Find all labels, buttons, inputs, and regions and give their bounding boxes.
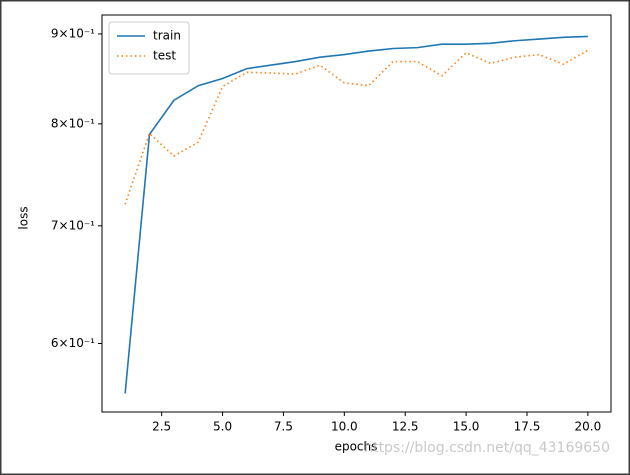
x-tick-label: 20.0 bbox=[575, 420, 602, 434]
y-tick-label: 6×10⁻¹ bbox=[51, 336, 95, 350]
x-tick-label: 10.0 bbox=[331, 420, 358, 434]
y-tick-label: 8×10⁻¹ bbox=[51, 116, 95, 130]
x-tick-label: 17.5 bbox=[514, 420, 541, 434]
y-tick-label: 7×10⁻¹ bbox=[51, 218, 95, 232]
line bbox=[124, 35, 588, 394]
legend-label: test bbox=[153, 49, 176, 63]
legend bbox=[108, 21, 190, 75]
x-tick-label: 2.5 bbox=[152, 420, 171, 434]
y-axis-label: loss bbox=[17, 206, 31, 229]
x-axis-label: epochs bbox=[335, 440, 378, 454]
y-tick-label: 9×10⁻¹ bbox=[51, 26, 95, 40]
line bbox=[124, 49, 589, 205]
x-tick-label: 12.5 bbox=[392, 420, 419, 434]
axes-frame bbox=[101, 14, 612, 413]
legend-label: train bbox=[153, 29, 181, 43]
x-tick-label: 7.5 bbox=[274, 420, 293, 434]
watermark: https://blog.csdn.net/qq_43169650 bbox=[364, 440, 610, 456]
x-tick-label: 5.0 bbox=[213, 420, 232, 434]
x-tick-label: 15.0 bbox=[453, 420, 480, 434]
